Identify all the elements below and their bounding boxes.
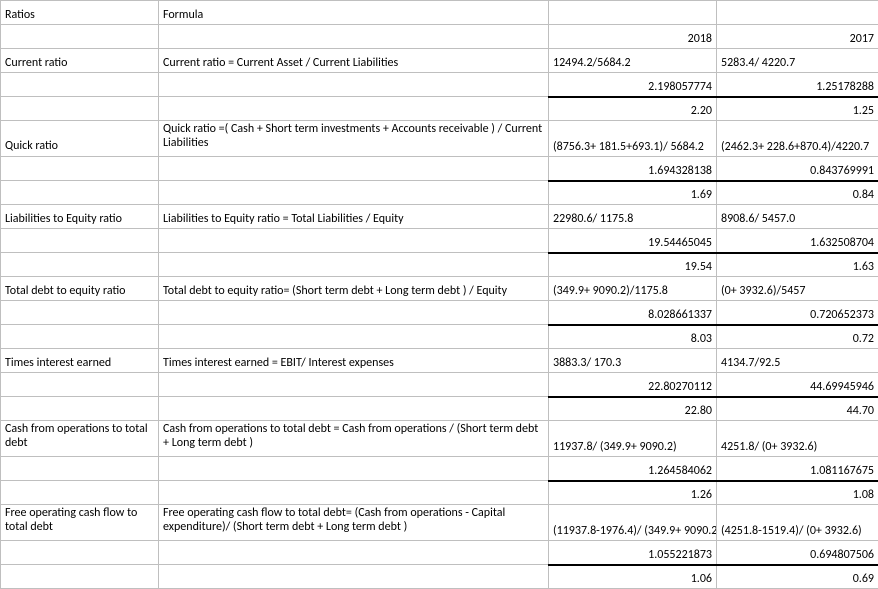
raw-2018: 19.54465045 — [549, 229, 717, 253]
raw-2017: 0.694807506 — [717, 541, 878, 565]
table-row: 19.54 1.63 — [1, 253, 878, 277]
rounded-2018: 1.69 — [549, 181, 717, 205]
raw-2017: 1.632508704 — [717, 229, 878, 253]
year-2018: 2018 — [549, 25, 717, 49]
rounded-2018: 19.54 — [549, 253, 717, 277]
raw-2017: 0.720652373 — [717, 301, 878, 325]
calc-2017: 5283.4/ 4220.7 — [717, 49, 878, 73]
table-row: 1.26 1.08 — [1, 481, 878, 505]
table-row: 2.198057774 1.25178288 — [1, 73, 878, 97]
calc-2018: 12494.2/5684.2 — [549, 49, 717, 73]
calc-2018: (11937.8-1976.4)/ (349.9+ 9090.2) — [549, 505, 717, 541]
ratios-table: Ratios Formula 2018 2017 Current ratio C… — [0, 0, 878, 589]
ratio-label: Free operating cash flow to total debt — [1, 505, 159, 541]
table-row: 22.80270112 44.69945946 — [1, 373, 878, 397]
calc-2018: (349.9+ 9090.2)/1175.8 — [549, 277, 717, 301]
table-row: Current ratio Current ratio = Current As… — [1, 49, 878, 73]
raw-2017: 1.25178288 — [717, 73, 878, 97]
table-row: 1.055221873 0.694807506 — [1, 541, 878, 565]
table-row: Total debt to equity ratio Total debt to… — [1, 277, 878, 301]
ratio-formula: Liabilities to Equity ratio = Total Liab… — [159, 205, 549, 229]
table-row: 22.80 44.70 — [1, 397, 878, 421]
blank-cell — [717, 1, 878, 25]
blank-cell — [549, 1, 717, 25]
rounded-2017: 0.69 — [717, 565, 878, 589]
ratio-formula: Total debt to equity ratio= (Short term … — [159, 277, 549, 301]
table-row: 2.20 1.25 — [1, 97, 878, 121]
calc-2018: (8756.3+ 181.5+693.1)/ 5684.2 — [549, 121, 717, 157]
calc-2017: 4251.8/ (0+ 3932.6) — [717, 421, 878, 457]
calc-2017: (2462.3+ 228.6+870.4)/4220.7 — [717, 121, 878, 157]
header-formula: Formula — [159, 1, 549, 25]
table-row: Times interest earned Times interest ear… — [1, 349, 878, 373]
rounded-2017: 1.25 — [717, 97, 878, 121]
raw-2017: 44.69945946 — [717, 373, 878, 397]
ratio-formula: Free operating cash flow to total debt= … — [159, 505, 549, 541]
raw-2018: 1.055221873 — [549, 541, 717, 565]
table-row: Liabilities to Equity ratio Liabilities … — [1, 205, 878, 229]
rounded-2017: 0.72 — [717, 325, 878, 349]
table-row: 19.54465045 1.632508704 — [1, 229, 878, 253]
rounded-2017: 0.84 — [717, 181, 878, 205]
calc-2018: 22980.6/ 1175.8 — [549, 205, 717, 229]
year-row: 2018 2017 — [1, 25, 878, 49]
raw-2018: 1.694328138 — [549, 157, 717, 181]
table-row: Cash from operations to total debt Cash … — [1, 421, 878, 457]
raw-2017: 1.081167675 — [717, 457, 878, 481]
table-row: 1.694328138 0.843769991 — [1, 157, 878, 181]
raw-2018: 22.80270112 — [549, 373, 717, 397]
raw-2018: 1.264584062 — [549, 457, 717, 481]
header-ratios: Ratios — [1, 1, 159, 25]
rounded-2017: 1.08 — [717, 481, 878, 505]
rounded-2018: 1.06 — [549, 565, 717, 589]
ratio-label: Current ratio — [1, 49, 159, 73]
calc-2017: 4134.7/92.5 — [717, 349, 878, 373]
calc-2017: (0+ 3932.6)/5457 — [717, 277, 878, 301]
calc-2017: 8908.6/ 5457.0 — [717, 205, 878, 229]
year-2017: 2017 — [717, 25, 878, 49]
rounded-2017: 44.70 — [717, 397, 878, 421]
raw-2018: 2.198057774 — [549, 73, 717, 97]
table-row: Free operating cash flow to total debt F… — [1, 505, 878, 541]
calc-2018: 11937.8/ (349.9+ 9090.2) — [549, 421, 717, 457]
table-row: 1.69 0.84 — [1, 181, 878, 205]
table-row: 1.264584062 1.081167675 — [1, 457, 878, 481]
ratio-label: Cash from operations to total debt — [1, 421, 159, 457]
ratio-formula: Quick ratio =( Cash + Short term investm… — [159, 121, 549, 157]
rounded-2018: 8.03 — [549, 325, 717, 349]
ratio-formula: Current ratio = Current Asset / Current … — [159, 49, 549, 73]
rounded-2017: 1.63 — [717, 253, 878, 277]
rounded-2018: 1.26 — [549, 481, 717, 505]
ratio-label: Total debt to equity ratio — [1, 277, 159, 301]
ratio-formula: Cash from operations to total debt = Cas… — [159, 421, 549, 457]
ratio-label: Times interest earned — [1, 349, 159, 373]
ratio-label: Liabilities to Equity ratio — [1, 205, 159, 229]
raw-2018: 8.028661337 — [549, 301, 717, 325]
ratio-label: Quick ratio — [1, 121, 159, 157]
header-row: Ratios Formula — [1, 1, 878, 25]
rounded-2018: 2.20 — [549, 97, 717, 121]
table-row: 8.03 0.72 — [1, 325, 878, 349]
rounded-2018: 22.80 — [549, 397, 717, 421]
table-row: 1.06 0.69 — [1, 565, 878, 589]
raw-2017: 0.843769991 — [717, 157, 878, 181]
table-row: Quick ratio Quick ratio =( Cash + Short … — [1, 121, 878, 157]
calc-2018: 3883.3/ 170.3 — [549, 349, 717, 373]
ratio-formula: Times interest earned = EBIT/ Interest e… — [159, 349, 549, 373]
table-row: 8.028661337 0.720652373 — [1, 301, 878, 325]
calc-2017: (4251.8-1519.4)/ (0+ 3932.6) — [717, 505, 878, 541]
